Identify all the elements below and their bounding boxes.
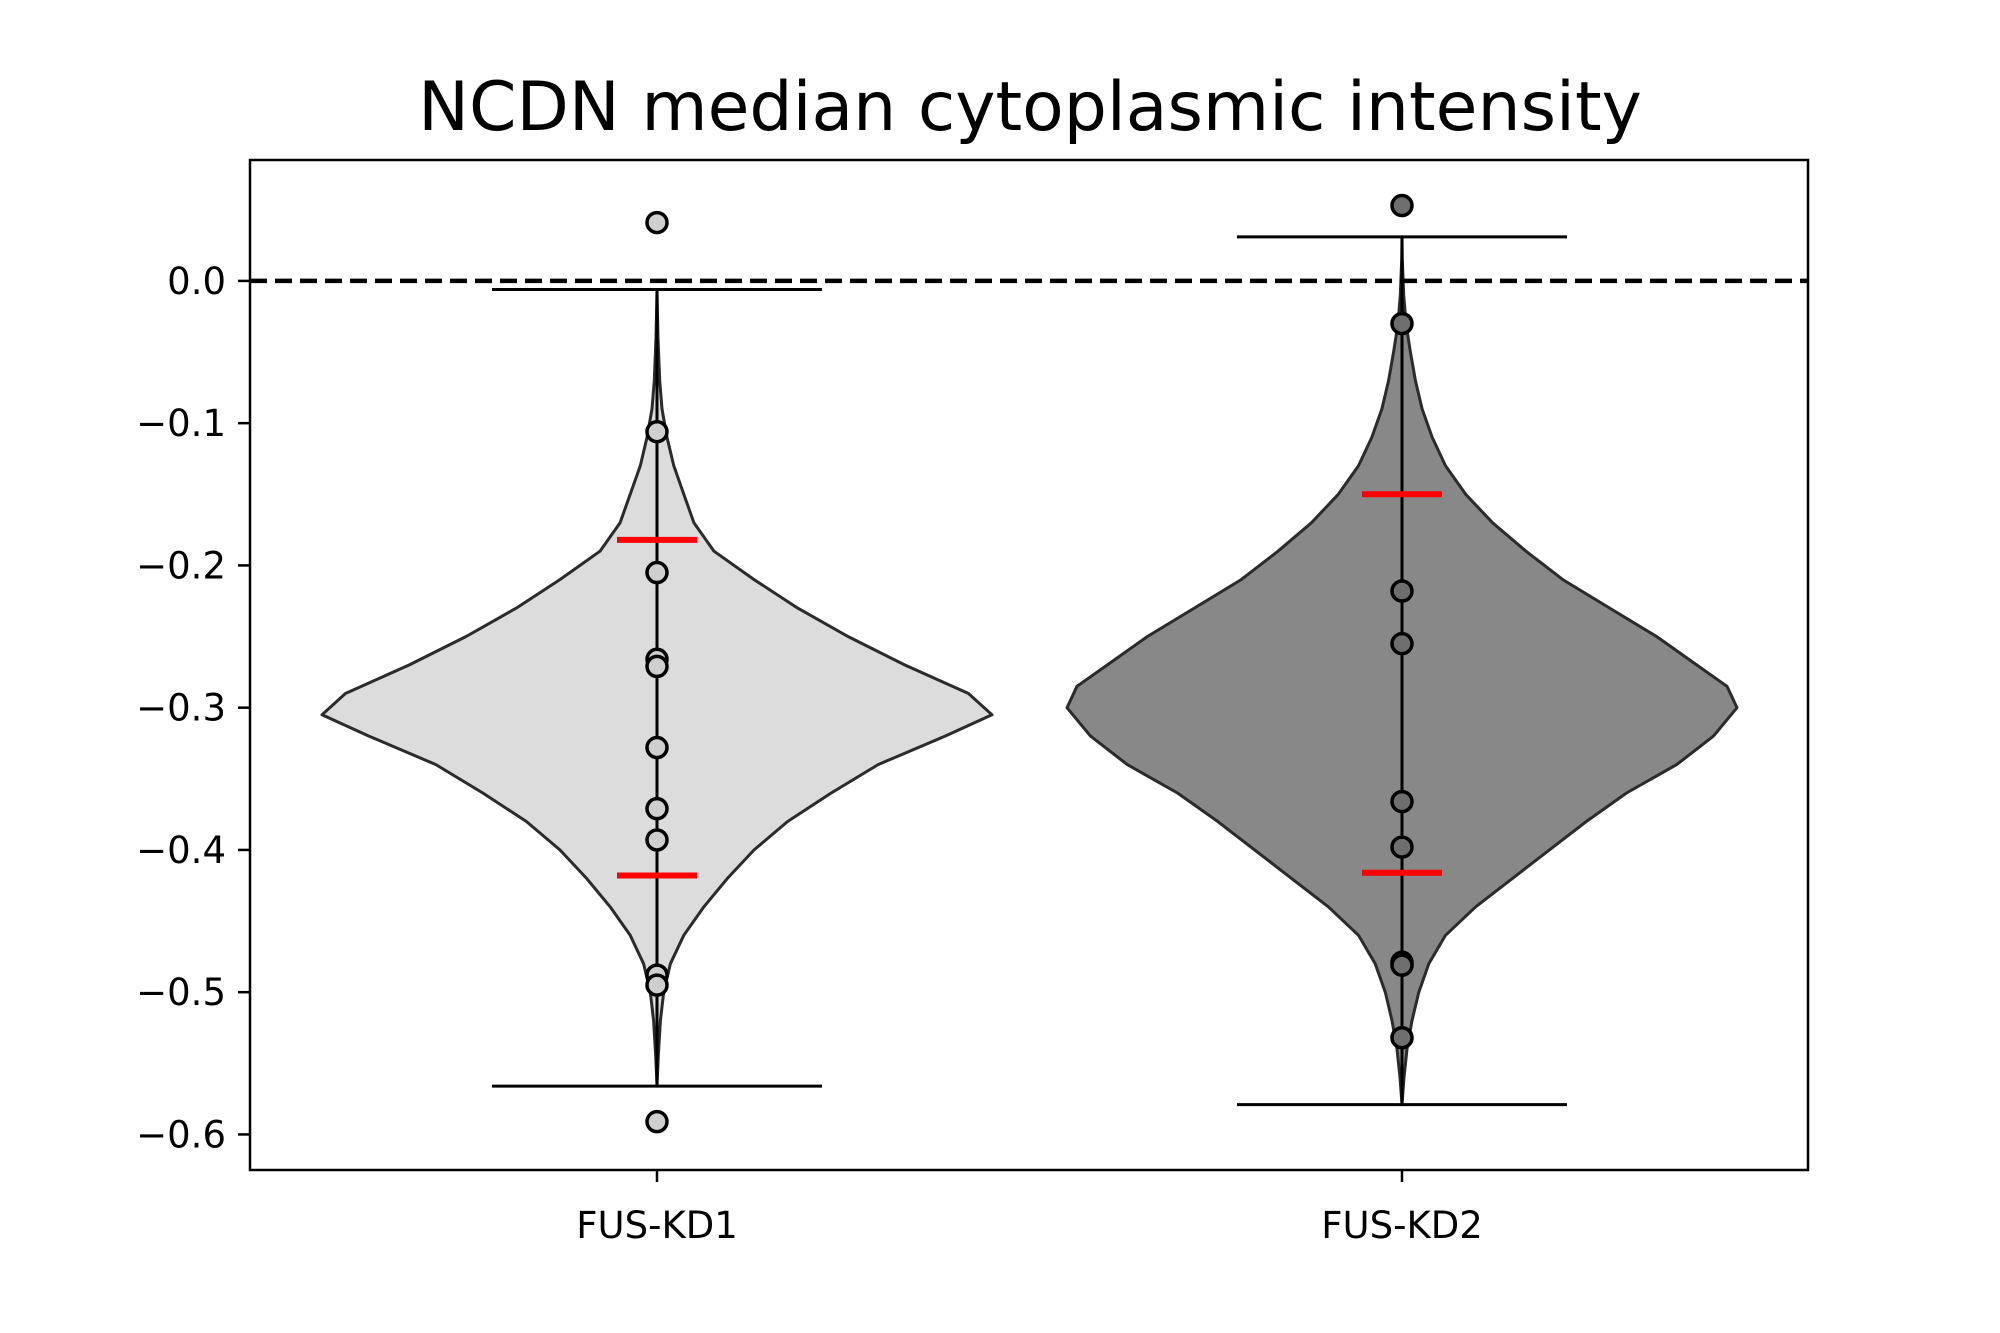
data-point — [645, 973, 669, 997]
data-point — [1390, 193, 1414, 218]
x-tick-label: FUS-KD2 — [1321, 1204, 1483, 1247]
data-point — [645, 210, 669, 235]
y-tick-label: −0.6 — [136, 1113, 226, 1156]
axes-layer: 0.0 −0.1 −0.2 −0.3 −0.4 −0.5 −0.6 FUS-KD1 FUS-KD… — [136, 260, 1483, 1247]
data-point — [645, 560, 669, 585]
plot-frame — [248, 158, 1810, 1172]
points-layer — [645, 193, 1414, 1134]
quartiles-layer — [617, 491, 1442, 879]
data-point — [1390, 789, 1414, 814]
data-point — [1390, 579, 1414, 603]
y-tick-label: −0.5 — [136, 971, 226, 1014]
y-tick-label: −0.3 — [136, 687, 226, 730]
data-point — [1390, 1025, 1414, 1050]
data-point — [1390, 835, 1414, 859]
y-tick-label: 0.0 — [167, 260, 226, 303]
data-point — [645, 735, 669, 760]
y-tick-label: −0.2 — [136, 544, 226, 587]
data-point — [1390, 953, 1414, 977]
x-tick-label: FUS-KD1 — [576, 1204, 738, 1247]
data-point — [645, 828, 669, 852]
y-tick-label: −0.4 — [136, 829, 226, 872]
data-point — [645, 419, 669, 444]
chart-title: NCDN median cytoplasmic intensity — [418, 68, 1642, 147]
data-point — [1390, 311, 1414, 336]
data-point — [645, 1109, 669, 1134]
violins-layer — [320, 235, 1739, 1107]
data-point — [645, 654, 669, 679]
data-point — [645, 796, 669, 821]
data-point — [1390, 631, 1414, 656]
y-tick-label: −0.1 — [136, 402, 226, 445]
